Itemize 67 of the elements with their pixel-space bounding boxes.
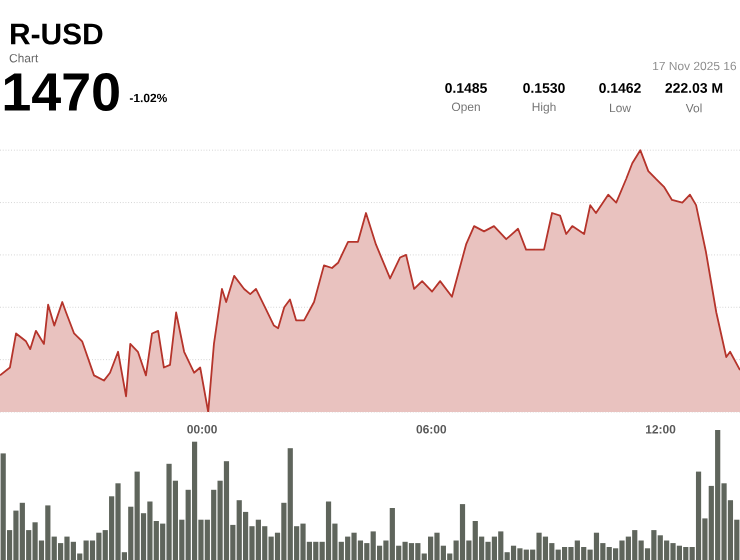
bar <box>625 536 631 560</box>
bar <box>606 547 612 560</box>
bar <box>651 530 657 560</box>
bar <box>408 543 415 560</box>
bar <box>64 536 70 560</box>
bar <box>695 471 702 560</box>
bar <box>632 530 638 560</box>
bar <box>32 522 38 560</box>
text: 1470 <box>4 72 119 112</box>
bar <box>223 461 230 560</box>
bar <box>255 519 261 560</box>
chart-title: R-USD <box>11 23 103 45</box>
bar <box>485 541 491 560</box>
bar <box>287 448 293 560</box>
bar <box>510 545 517 560</box>
bar <box>555 549 561 560</box>
bar <box>536 532 542 560</box>
bar <box>523 549 529 560</box>
bar <box>325 501 332 560</box>
bar <box>389 508 395 560</box>
bar <box>542 536 549 560</box>
bar <box>619 540 625 560</box>
bar <box>676 545 683 560</box>
bar <box>715 430 721 560</box>
bar <box>517 548 523 560</box>
bar <box>428 536 434 560</box>
bar <box>459 504 466 560</box>
bar <box>491 536 497 560</box>
bar <box>262 526 268 560</box>
bar <box>115 483 121 560</box>
bar <box>89 540 96 560</box>
bar <box>19 502 25 560</box>
bar <box>370 531 376 560</box>
bar <box>472 521 478 560</box>
bar <box>313 541 319 560</box>
bar <box>561 547 568 560</box>
bar <box>415 543 421 560</box>
bar <box>147 501 153 560</box>
bar <box>613 548 619 560</box>
bar <box>70 541 76 560</box>
bar <box>568 547 574 560</box>
bar <box>45 505 51 560</box>
bar <box>166 463 172 560</box>
bar <box>191 441 198 560</box>
bar <box>96 532 102 560</box>
bar <box>593 532 600 560</box>
bar <box>134 471 140 560</box>
bar <box>683 547 689 560</box>
bar <box>657 535 663 560</box>
bar <box>300 523 306 560</box>
bar <box>83 540 89 560</box>
bar <box>402 541 408 560</box>
bar <box>434 532 440 560</box>
bar <box>345 536 351 560</box>
bar <box>351 532 357 560</box>
bar <box>581 547 587 560</box>
bar <box>549 543 555 560</box>
bar <box>498 531 504 560</box>
bar <box>664 540 670 560</box>
bar <box>236 500 242 560</box>
bar <box>13 510 19 560</box>
bar <box>0 453 6 560</box>
bar <box>357 540 364 560</box>
bar <box>58 543 64 560</box>
bar <box>211 489 217 560</box>
bar <box>574 540 580 560</box>
bar <box>670 543 676 560</box>
